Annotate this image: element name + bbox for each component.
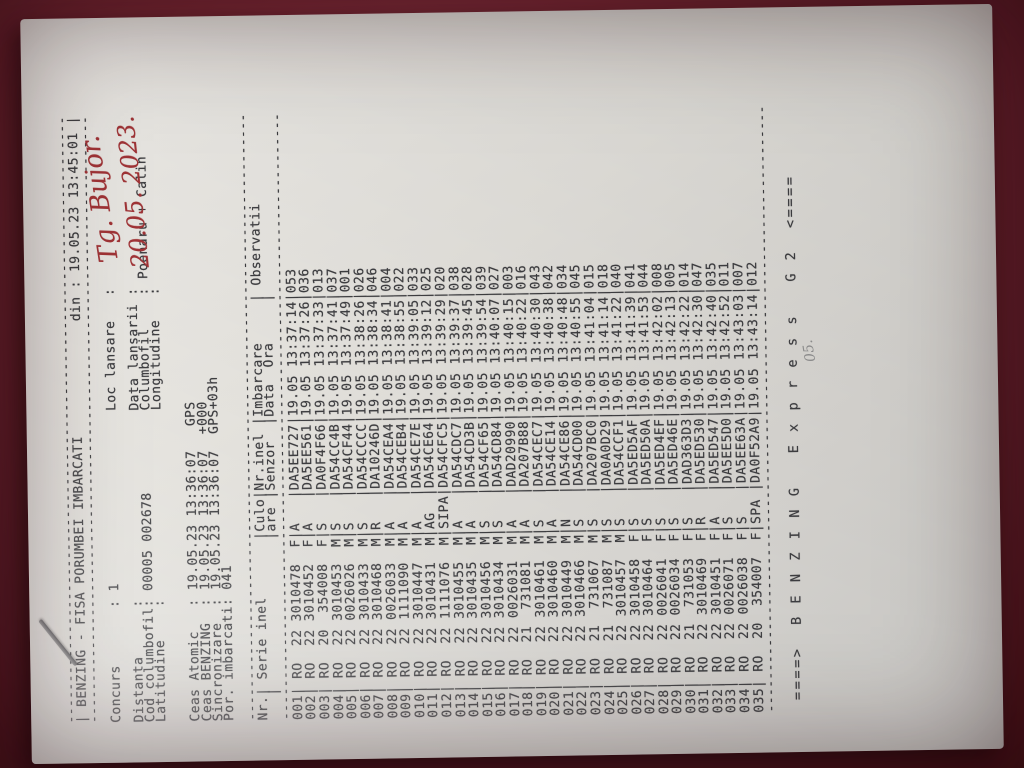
printout-text: ----------------------------------------… bbox=[20, 4, 1004, 764]
pencil-scribble: 05. bbox=[799, 338, 820, 363]
document-sheet: ----------------------------------------… bbox=[20, 3, 1004, 765]
